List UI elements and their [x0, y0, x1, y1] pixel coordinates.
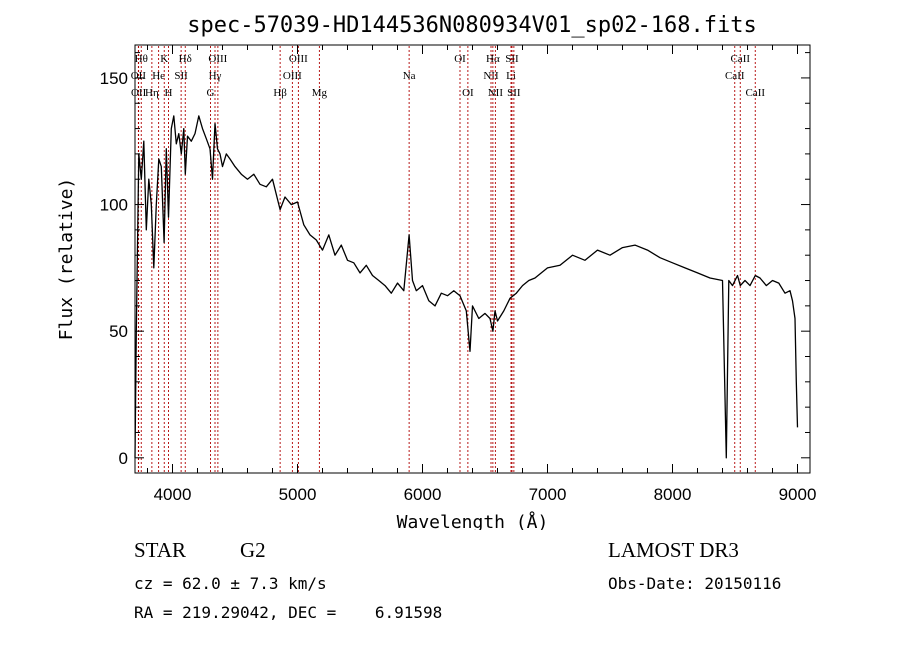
spectrum-line — [134, 115, 799, 459]
y-tick-label: 150 — [100, 69, 128, 88]
line-label: Hδ — [179, 53, 192, 65]
x-tick-label: 5000 — [279, 485, 317, 504]
line-label: Hη — [145, 87, 159, 99]
line-label: SII — [507, 87, 521, 99]
plot-frame — [134, 44, 811, 474]
y-tick-label: 50 — [109, 322, 128, 341]
line-label: SII — [174, 70, 188, 82]
line-label: OI — [454, 53, 466, 65]
redshift-text: cz = 62.0 ± 7.3 km/s — [134, 574, 327, 593]
sub-class: G2 — [240, 538, 266, 562]
line-label: Hα — [486, 53, 500, 65]
line-label: OIII — [289, 53, 308, 65]
x-tick-label: 8000 — [654, 485, 692, 504]
line-label: H — [165, 87, 173, 99]
y-tick-label: 100 — [100, 196, 128, 215]
spectrum-chart: spec-57039-HD144536N080934V01_sp02-168.f… — [56, 13, 817, 530]
x-axis-label: Wavelength (Å) — [397, 511, 549, 530]
line-label: CaII — [730, 53, 750, 65]
x-tick-label: 6000 — [404, 485, 442, 504]
line-label: SII — [505, 53, 519, 65]
line-label: OIII — [283, 70, 302, 82]
line-label: Hβ — [273, 87, 287, 99]
survey-label: LAMOST DR3 — [608, 538, 739, 562]
line-label: NII — [488, 87, 504, 99]
line-label: CaII — [725, 70, 745, 82]
line-label: He — [152, 70, 165, 82]
chart-title: spec-57039-HD144536N080934V01_sp02-168.f… — [187, 13, 757, 38]
obs-date: Obs-Date: 20150116 — [608, 574, 782, 593]
x-tick-label: 7000 — [529, 485, 567, 504]
line-label: OI — [462, 87, 474, 99]
y-tick-label: 0 — [119, 449, 128, 468]
line-label: Mg — [312, 87, 328, 99]
x-tick-label: 4000 — [154, 485, 192, 504]
line-label: Hθ — [135, 53, 148, 65]
line-label: OIII — [208, 53, 227, 65]
line-label: NII — [483, 70, 499, 82]
line-label: Na — [403, 70, 416, 82]
line-label: CaII — [745, 87, 765, 99]
line-label: K — [160, 53, 168, 65]
object-type: STAR — [134, 538, 186, 562]
y-axis-label: Flux (relative) — [56, 178, 77, 341]
line-label: G — [207, 87, 215, 99]
line-label: Li — [506, 70, 516, 82]
coordinates-text: RA = 219.29042, DEC = 6.91598 — [134, 603, 443, 622]
x-tick-label: 9000 — [779, 485, 817, 504]
